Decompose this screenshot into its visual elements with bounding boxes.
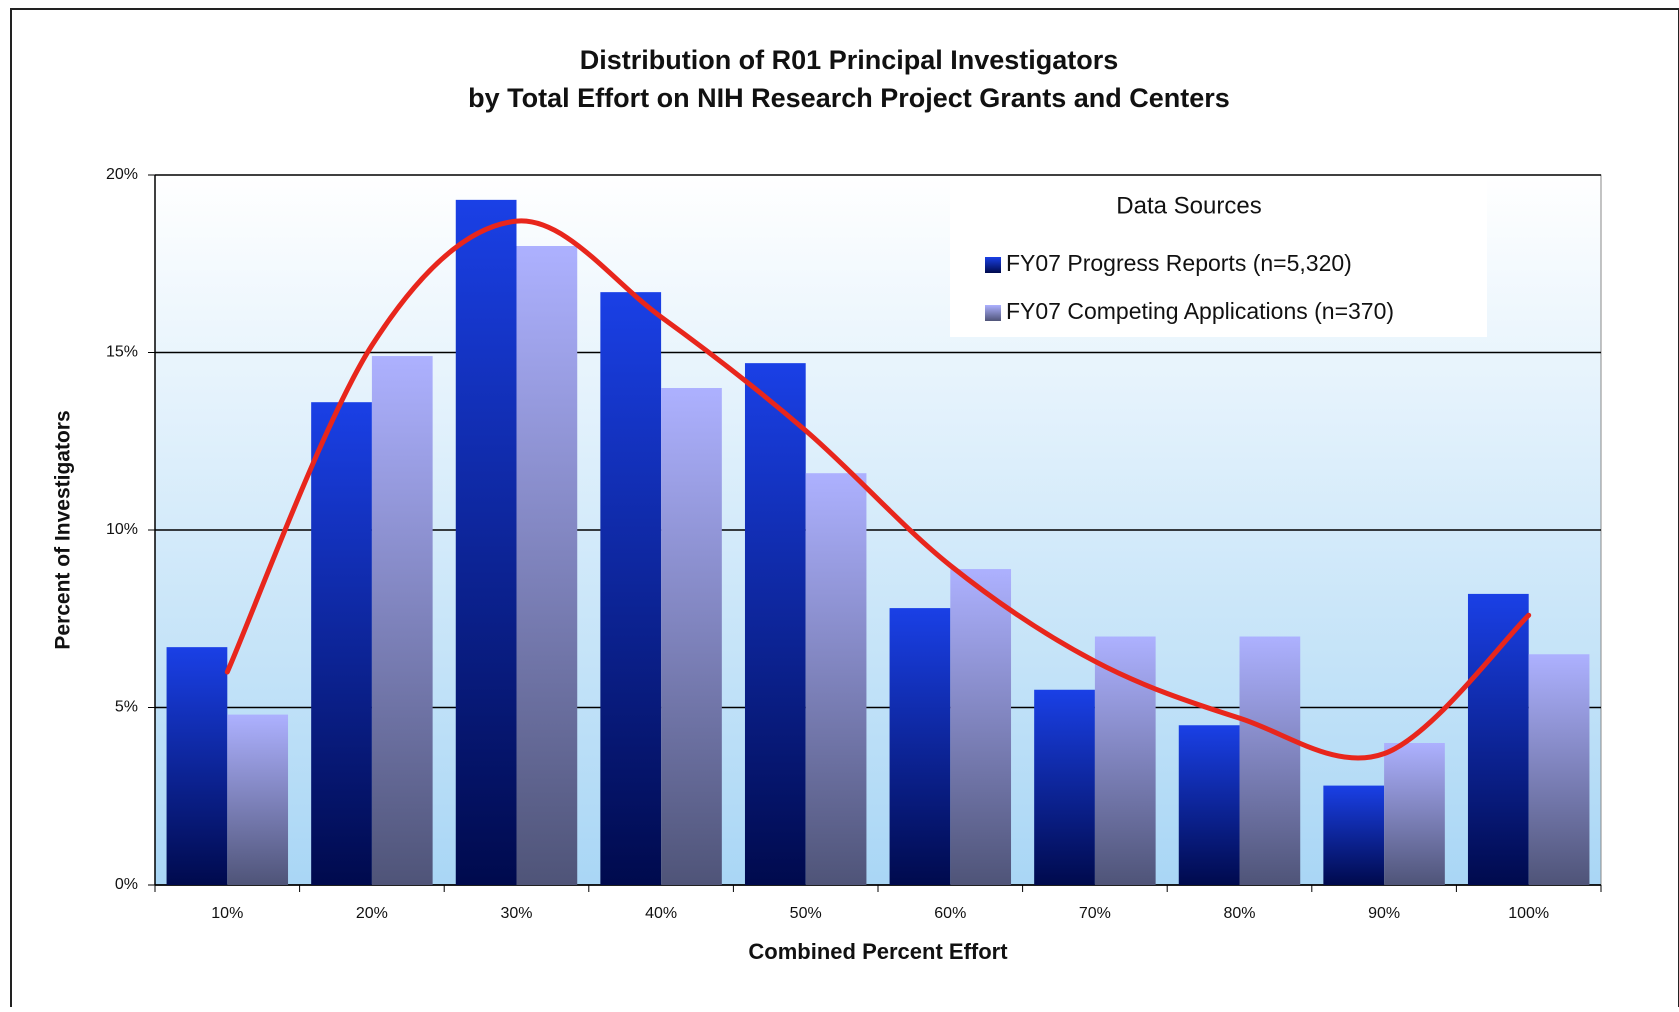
legend-label: FY07 Competing Applications (n=370) (1006, 298, 1394, 324)
x-tick-label: 20% (356, 905, 388, 922)
bar (744, 363, 806, 885)
x-tick-label: 60% (934, 905, 966, 922)
trend-line (224, 218, 1532, 761)
bar (311, 402, 372, 885)
legend-swatch (985, 305, 1001, 321)
x-tick-label: 10% (211, 905, 243, 922)
legend-label: FY07 Progress Reports (n=5,320) (1006, 250, 1352, 276)
x-tick-label: 80% (1223, 905, 1255, 922)
bar (516, 246, 578, 885)
bar (1467, 593, 1529, 885)
x-tick-label: 100% (1508, 905, 1549, 922)
bar (889, 608, 951, 885)
bar (1384, 743, 1445, 885)
x-tick-label: 70% (1079, 905, 1111, 922)
chart-subtitle: by Total Effort on NIH Research Project … (468, 83, 1230, 113)
y-tick-label: 0% (115, 876, 138, 893)
bar (371, 356, 433, 885)
chart-title: Distribution of R01 Principal Investigat… (580, 45, 1119, 75)
bar (600, 292, 662, 885)
bar (166, 647, 228, 885)
bar (661, 388, 722, 885)
bar (1239, 636, 1301, 885)
y-tick-label: 20% (106, 166, 138, 183)
x-tick-label: 40% (645, 905, 677, 922)
legend-box (950, 177, 1487, 337)
legend-title: Data Sources (1116, 192, 1261, 219)
y-tick-label: 5% (115, 699, 138, 716)
bar (227, 714, 289, 885)
x-tick-label: 30% (500, 905, 532, 922)
legend-swatch (985, 257, 1001, 273)
bar (455, 199, 517, 886)
y-axis-title: Percent of Investigators (52, 410, 75, 649)
bar (805, 473, 867, 885)
x-axis-title: Combined Percent Effort (748, 939, 1008, 964)
y-tick-label: 10% (106, 521, 138, 538)
x-tick-label: 90% (1368, 905, 1400, 922)
y-tick-label: 15% (106, 344, 138, 361)
bar (1034, 689, 1095, 885)
x-tick-label: 50% (790, 905, 822, 922)
bar (1178, 725, 1240, 885)
bar (1528, 654, 1590, 885)
bar (1323, 785, 1385, 885)
bar (950, 569, 1012, 885)
